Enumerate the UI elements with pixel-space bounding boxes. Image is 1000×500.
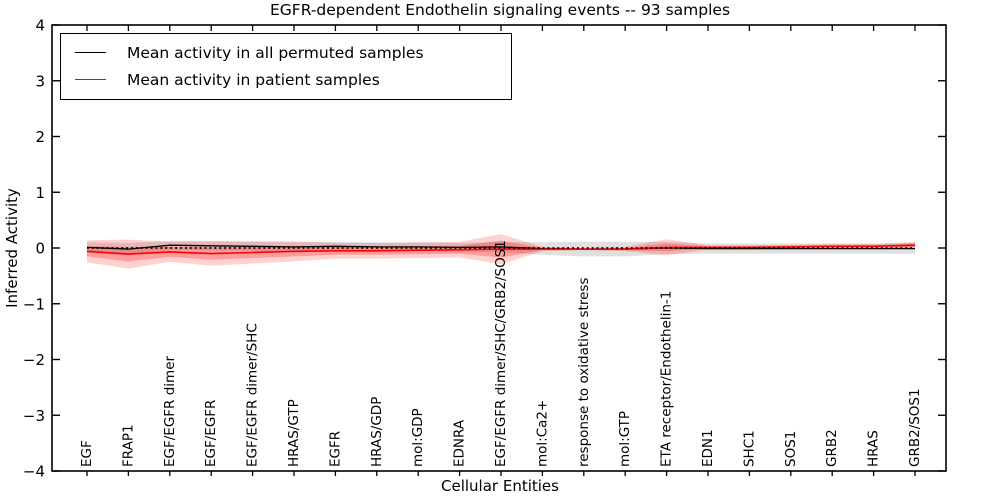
x-tick-label: SOS1 <box>783 431 799 467</box>
x-tick-label: mol:Ca2+ <box>534 400 550 467</box>
x-axis-label: Cellular Entities <box>441 477 559 495</box>
x-tick-label: EGF/EGFR dimer/SHC <box>245 323 261 467</box>
x-tick-label: response to oxidative stress <box>576 278 592 467</box>
legend-label-permuted: Mean activity in all permuted samples <box>127 43 424 62</box>
legend-item-patient: Mean activity in patient samples <box>71 66 501 93</box>
x-tick-label: HRAS/GTP <box>286 399 302 467</box>
permuted-mean-line <box>86 244 915 250</box>
patient-mean-line <box>86 244 916 255</box>
legend: Mean activity in all permuted samples Me… <box>60 33 512 100</box>
legend-label-patient: Mean activity in patient samples <box>127 70 380 89</box>
y-axis-label: Inferred Activity <box>3 188 21 308</box>
y-tick-label: 1 <box>35 184 45 202</box>
y-tick-label: −1 <box>23 295 45 313</box>
x-tick-label: GRB2 <box>824 429 840 467</box>
y-tick-label: −2 <box>23 351 45 369</box>
y-tick-label: 4 <box>35 17 45 35</box>
x-tick-label: ETA receptor/Endothelin-1 <box>659 291 675 467</box>
patient-samples-band-outer <box>87 234 915 269</box>
x-tick-label: EDN1 <box>700 429 716 467</box>
x-tick-label: EGF/EGFR dimer <box>162 355 178 467</box>
patient-samples-band-inner <box>87 240 915 262</box>
y-tick-label: 2 <box>35 128 45 146</box>
y-tick-label: −3 <box>23 407 45 425</box>
legend-line-red <box>75 79 106 80</box>
x-tick-label: EGF <box>79 440 95 467</box>
legend-line-black <box>75 52 106 53</box>
x-tick-label: SHC1 <box>741 430 757 467</box>
x-tick-label: mol:GTP <box>617 411 633 467</box>
x-tick-label: EGFR <box>327 431 343 467</box>
chart-title: EGFR-dependent Endothelin signaling even… <box>269 1 731 19</box>
x-tick-label: EDNRA <box>452 419 468 467</box>
y-tick-label: 0 <box>35 240 45 258</box>
y-tick-label: −4 <box>23 463 45 481</box>
x-tick-label: EGF/EGFR dimer/SHC/GRB2/SOS1 <box>493 240 509 467</box>
x-tick-label: mol:GDP <box>410 408 426 467</box>
x-tick-label: EGF/EGFR <box>203 400 219 467</box>
y-tick-label: 3 <box>35 72 45 90</box>
x-tick-label: FRAP1 <box>120 424 136 467</box>
x-tick-label: HRAS/GDP <box>369 397 385 467</box>
x-tick-label: GRB2/SOS1 <box>907 388 923 467</box>
legend-item-permuted: Mean activity in all permuted samples <box>71 39 501 66</box>
x-tick-label: HRAS <box>866 430 882 467</box>
